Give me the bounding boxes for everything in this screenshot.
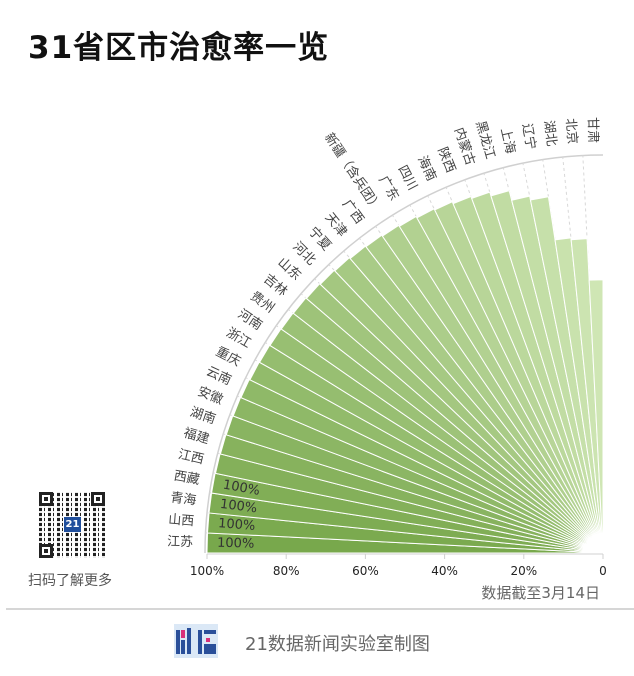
category-label: 重庆 (213, 344, 243, 370)
category-label: 西藏 (173, 469, 201, 488)
data-label: 100% (222, 478, 261, 499)
bar-甘肃 (588, 279, 604, 554)
category-label: 安徽 (195, 384, 225, 408)
data-labels: 100%100%100%100% (217, 478, 261, 552)
category-label: 江西 (177, 447, 206, 467)
source-note: 数据截至3月14日 (481, 584, 600, 602)
category-label: 山西 (168, 512, 195, 529)
data-label: 100% (217, 536, 255, 552)
category-label: 青海 (170, 490, 198, 508)
qr-caption: 扫码了解更多 (28, 573, 112, 589)
outer-arc (204, 154, 604, 554)
qr-badge: 21 (64, 517, 81, 532)
grid-spoke (562, 156, 589, 404)
footer-credit: 21数据新闻实验室制图 (245, 634, 430, 655)
data-label: 100% (218, 516, 256, 534)
category-label: 湖南 (188, 404, 218, 428)
category-label: 海南 (414, 153, 439, 183)
axis-tick-label: 20% (510, 564, 537, 578)
page-title: 31省区市治愈率一览 (28, 30, 330, 66)
category-label: 福建 (182, 426, 211, 448)
category-label: 陕西 (434, 145, 458, 175)
logo-icon (174, 624, 218, 658)
category-label: 黑龙江 (472, 119, 497, 161)
grid-spoke (582, 155, 596, 404)
axis-tick-label: 80% (273, 564, 300, 578)
axis-tick-label: 0 (599, 564, 607, 578)
bars (206, 190, 604, 554)
divider (6, 608, 634, 610)
category-label: 上海 (497, 127, 517, 156)
axis-tick-label: 100% (190, 564, 224, 578)
axis-tick-label: 60% (352, 564, 379, 578)
data-label: 100% (219, 497, 258, 517)
category-label: 辽宁 (519, 122, 539, 150)
category-label: 江苏 (167, 533, 193, 550)
axis-tick-label: 40% (431, 564, 458, 578)
category-label: 云南 (204, 363, 234, 388)
qr-code[interactable]: 21 (39, 492, 105, 558)
category-label: 湖北 (540, 120, 558, 148)
category-label: 北京 (562, 118, 579, 145)
axis-ticks: 100% 80% 60% 40% 20% 0 (190, 553, 607, 578)
category-label: 甘肃 (584, 117, 600, 143)
